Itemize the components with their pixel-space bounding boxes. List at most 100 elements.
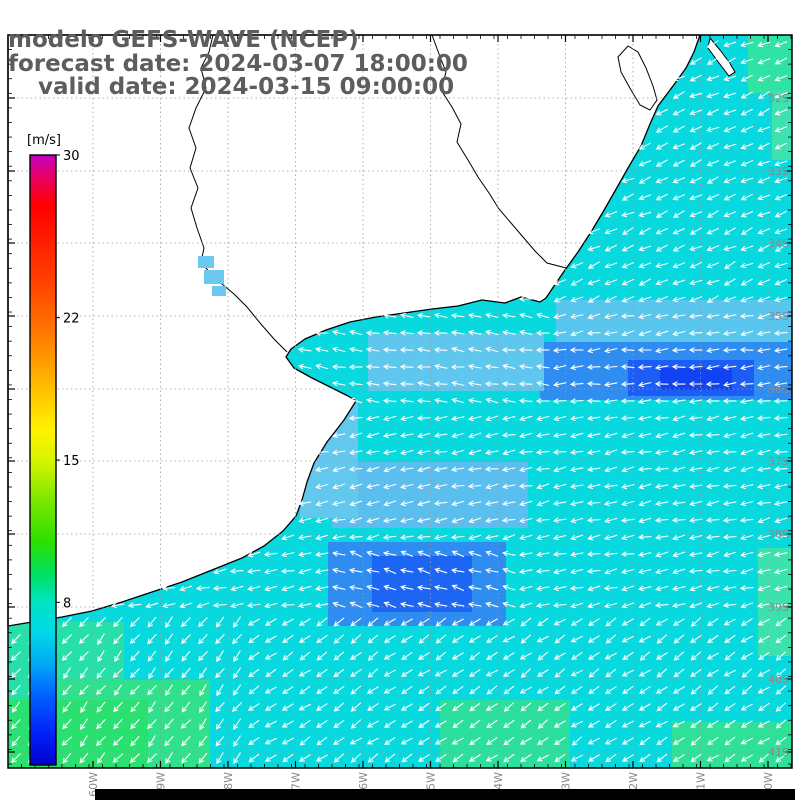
wind-arrow xyxy=(671,313,686,320)
wind-arrow xyxy=(96,719,106,730)
wind-arrow xyxy=(756,466,771,472)
wind-arrow xyxy=(365,364,380,370)
wind-arrow xyxy=(774,109,788,116)
coastline xyxy=(7,34,701,627)
wind-arrow xyxy=(518,551,533,558)
wind-arrow xyxy=(450,330,465,336)
wind-arrow xyxy=(723,193,736,201)
wind-arrow xyxy=(621,177,635,184)
wind-arrow xyxy=(569,585,584,591)
wind-arrow xyxy=(519,534,533,541)
wind-arrow xyxy=(638,245,652,252)
wind-arrow xyxy=(467,329,482,336)
wind-arrow xyxy=(723,245,737,252)
wind-arrow xyxy=(519,415,533,422)
wind-arrow xyxy=(450,364,465,370)
wind-speed-cell xyxy=(8,700,148,768)
wind-arrow xyxy=(114,650,122,663)
wind-arrow xyxy=(757,585,771,592)
latitude-label: 41S xyxy=(768,746,789,759)
wind-arrow xyxy=(587,228,601,235)
wind-arrow xyxy=(604,703,617,711)
wind-arrow xyxy=(417,432,431,439)
wind-arrow xyxy=(382,517,397,524)
wind-arrow xyxy=(740,143,754,150)
wind-arrow xyxy=(638,703,651,711)
wind-arrow xyxy=(536,669,549,677)
wind-arrow xyxy=(382,381,397,387)
wind-arrow xyxy=(316,736,328,746)
wind-arrow xyxy=(604,449,618,456)
wind-arrow xyxy=(756,347,771,354)
wind-arrow xyxy=(654,415,669,421)
wind-arrow xyxy=(181,617,191,628)
wind-arrow xyxy=(638,635,651,643)
wind-arrow xyxy=(586,381,601,387)
wind-arrow xyxy=(282,686,294,694)
wind-arrow xyxy=(774,41,788,48)
wind-arrow xyxy=(604,602,618,609)
wind-arrow xyxy=(450,313,465,319)
wind-arrow xyxy=(97,650,105,663)
wind-arrow xyxy=(723,296,737,303)
wind-arrow xyxy=(690,617,701,627)
wind-arrow xyxy=(740,720,753,728)
wind-arrow xyxy=(554,753,566,763)
wind-arrow xyxy=(264,652,277,660)
wind-arrow xyxy=(740,227,753,235)
wind-arrow xyxy=(536,380,550,387)
wind-arrow xyxy=(688,415,703,421)
wind-arrow xyxy=(485,584,499,591)
wind-arrow xyxy=(467,312,482,319)
wind-arrow xyxy=(147,650,157,662)
wind-arrow xyxy=(724,651,736,661)
wind-arrow xyxy=(740,602,754,609)
wind-arrow xyxy=(774,262,788,269)
wind-arrow xyxy=(333,617,345,627)
wind-arrow xyxy=(502,363,516,370)
wind-arrow xyxy=(706,585,720,592)
wind-arrow xyxy=(451,517,465,524)
wind-arrow xyxy=(333,753,345,763)
wind-arrow xyxy=(570,669,583,677)
wind-arrow xyxy=(672,159,685,167)
wind-arrow xyxy=(332,329,346,336)
wind-arrow xyxy=(297,363,312,370)
wind-arrow xyxy=(740,330,754,337)
wind-arrow xyxy=(503,753,515,763)
wind-arrow xyxy=(773,466,788,472)
wind-arrow xyxy=(264,686,277,694)
wind-arrow xyxy=(552,551,567,557)
wind-arrow xyxy=(281,585,295,592)
wind-arrow xyxy=(349,483,363,490)
wind-arrow xyxy=(723,466,737,473)
wind-arrow xyxy=(315,534,329,541)
wind-arrow xyxy=(349,517,363,524)
wind-arrow xyxy=(739,398,754,405)
wind-arrow xyxy=(741,668,752,678)
wind-arrow xyxy=(756,500,771,506)
wind-arrow xyxy=(671,585,686,592)
wind-arrow xyxy=(247,703,260,711)
wind-arrow xyxy=(773,551,788,558)
wind-arrow xyxy=(332,567,346,574)
wind-arrow xyxy=(570,720,583,728)
wind-arrow xyxy=(399,432,414,439)
wind-arrow xyxy=(129,668,140,678)
wind-arrow xyxy=(672,432,686,439)
wind-arrow xyxy=(451,669,464,677)
wind-arrow xyxy=(570,278,583,286)
wind-arrow xyxy=(434,517,448,524)
wind-arrow xyxy=(333,719,345,729)
wind-arrow xyxy=(416,313,431,319)
wind-arrow xyxy=(654,517,669,523)
wind-arrow xyxy=(62,701,72,713)
wind-arrow xyxy=(740,449,754,456)
wind-arrow xyxy=(774,279,788,286)
wind-arrow xyxy=(552,517,567,523)
wind-arrow xyxy=(519,466,533,473)
wind-arrow xyxy=(348,415,363,421)
wind-arrow xyxy=(519,585,533,592)
wind-arrow xyxy=(451,380,465,387)
wind-arrow xyxy=(603,585,618,591)
